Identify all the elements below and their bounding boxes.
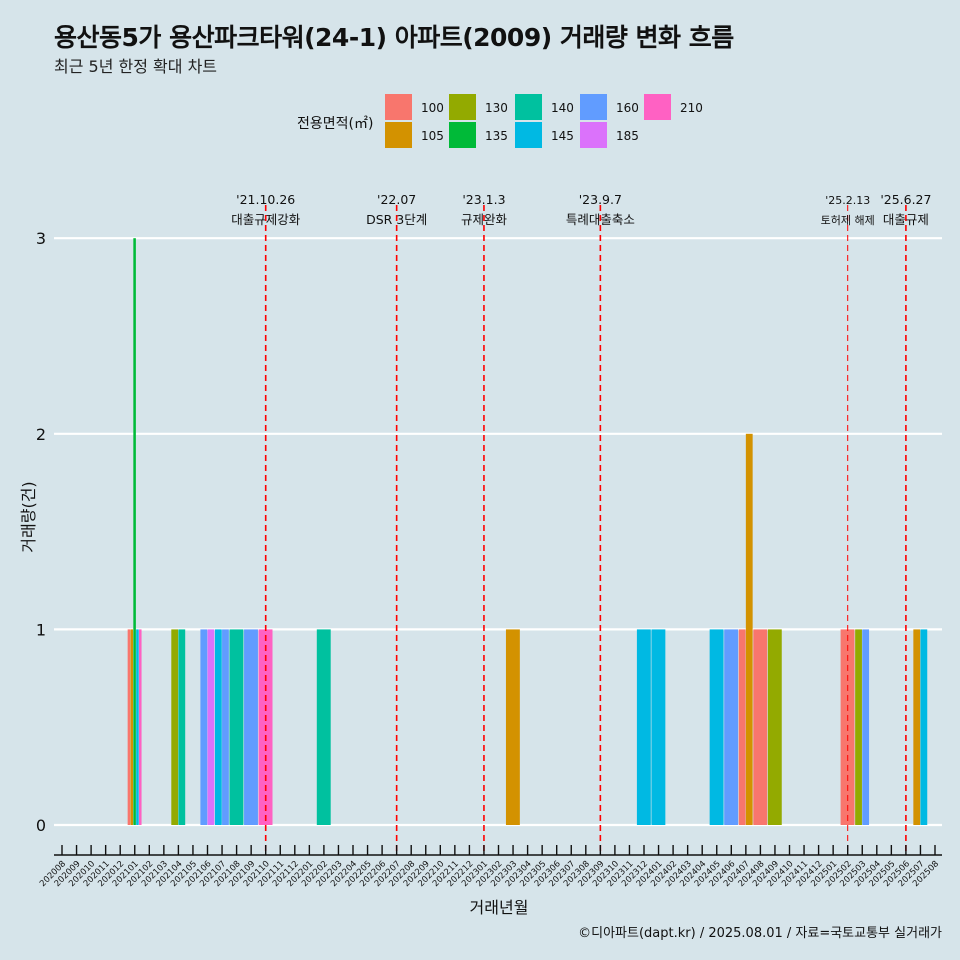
bar-202409-130 bbox=[767, 629, 782, 825]
y-tick-label-1: 1 bbox=[36, 620, 46, 639]
legend-label-135: 135 bbox=[485, 129, 508, 143]
legend-key-140 bbox=[515, 94, 542, 120]
y-tick-label-3: 3 bbox=[36, 229, 46, 248]
bar-202104-130 bbox=[171, 629, 179, 825]
event-label-4: 토허제 해제 bbox=[821, 213, 875, 227]
bar-202106-185 bbox=[207, 629, 215, 825]
chart-title: 용산동5가 용산파크타워(24-1) 아파트(2009) 거래량 변화 흐름 bbox=[54, 23, 734, 52]
event-label-5: 대출규제 bbox=[883, 212, 929, 227]
bar-202101-105 bbox=[130, 629, 134, 825]
x-axis-title: 거래년월 bbox=[470, 898, 529, 917]
event-label-1: DSR 3단계 bbox=[366, 212, 427, 227]
bar-202503-130 bbox=[855, 629, 862, 825]
event-date-4: '25.2.13 bbox=[825, 194, 870, 207]
event-markers: '21.10.26 대출규제강화 '22.07 DSR 3단계 '23.1.3 규제완화 '… bbox=[231, 192, 931, 855]
legend-key-185 bbox=[580, 122, 607, 148]
bar-202109-160 bbox=[244, 629, 258, 825]
bars bbox=[127, 238, 928, 825]
bar-202104-140 bbox=[178, 629, 186, 825]
legend-label-130: 130 bbox=[485, 101, 508, 115]
bar-202312-145 bbox=[636, 629, 651, 825]
bar-202303-105 bbox=[505, 629, 520, 825]
event-date-2: '23.1.3 bbox=[462, 192, 505, 207]
chart-subtitle: 최근 5년 한정 확대 차트 bbox=[54, 57, 218, 76]
bar-202408-100 bbox=[753, 629, 768, 825]
event-date-5: '25.6.27 bbox=[880, 192, 931, 207]
legend-key-135 bbox=[449, 122, 476, 148]
bar-202202-140 bbox=[316, 629, 331, 825]
event-label-3: 특례대출축소 bbox=[566, 212, 635, 227]
bar-202101-210 bbox=[139, 629, 142, 825]
bar-202406-160 bbox=[724, 629, 739, 825]
bar-202401-145 bbox=[651, 629, 666, 825]
source-caption: ©디아파트(dapt.kr) / 2025.08.01 / 자료=국토교통부 실… bbox=[578, 926, 942, 941]
bar-202407-105 bbox=[745, 433, 753, 825]
bar-202405-145 bbox=[709, 629, 724, 825]
legend-title: 전용면적(㎡) bbox=[297, 116, 373, 132]
y-axis-title: 거래량(건) bbox=[19, 481, 38, 552]
legend-key-130 bbox=[449, 94, 476, 120]
legend-label-140: 140 bbox=[551, 101, 574, 115]
bar-202101-100 bbox=[127, 629, 131, 825]
legend-label-210: 210 bbox=[680, 101, 703, 115]
bar-202101-145 bbox=[136, 629, 139, 825]
legend-key-105 bbox=[385, 122, 412, 148]
event-date-0: '21.10.26 bbox=[236, 192, 295, 207]
bar-202507-105 bbox=[913, 629, 921, 825]
bar-202507-145 bbox=[920, 629, 928, 825]
bar-202107-145 bbox=[214, 629, 222, 825]
legend: 전용면적(㎡) 100 105 130 135 140 145 160 185 210 bbox=[297, 94, 703, 148]
bar-202407-100 bbox=[738, 629, 746, 825]
event-label-2: 규제완화 bbox=[461, 212, 508, 227]
bar-202106-160 bbox=[200, 629, 208, 825]
bar-202107-160 bbox=[222, 629, 229, 825]
bar-202503-160 bbox=[862, 629, 870, 825]
legend-key-100 bbox=[385, 94, 412, 120]
legend-label-100: 100 bbox=[421, 101, 444, 115]
legend-key-160 bbox=[580, 94, 607, 120]
event-label-0: 대출규제강화 bbox=[231, 212, 301, 227]
event-date-3: '23.9.7 bbox=[579, 192, 622, 207]
grid-lines bbox=[54, 237, 942, 827]
legend-label-185: 185 bbox=[616, 129, 639, 143]
legend-label-105: 105 bbox=[421, 129, 444, 143]
bar-202101-135 bbox=[133, 238, 136, 825]
legend-label-160: 160 bbox=[616, 101, 639, 115]
y-tick-label-2: 2 bbox=[36, 425, 46, 444]
legend-key-210 bbox=[644, 94, 671, 120]
bar-202108-140 bbox=[229, 629, 244, 825]
legend-label-145: 145 bbox=[551, 129, 574, 143]
event-date-1: '22.07 bbox=[377, 192, 416, 207]
legend-key-145 bbox=[515, 122, 542, 148]
y-tick-label-0: 0 bbox=[36, 816, 46, 835]
